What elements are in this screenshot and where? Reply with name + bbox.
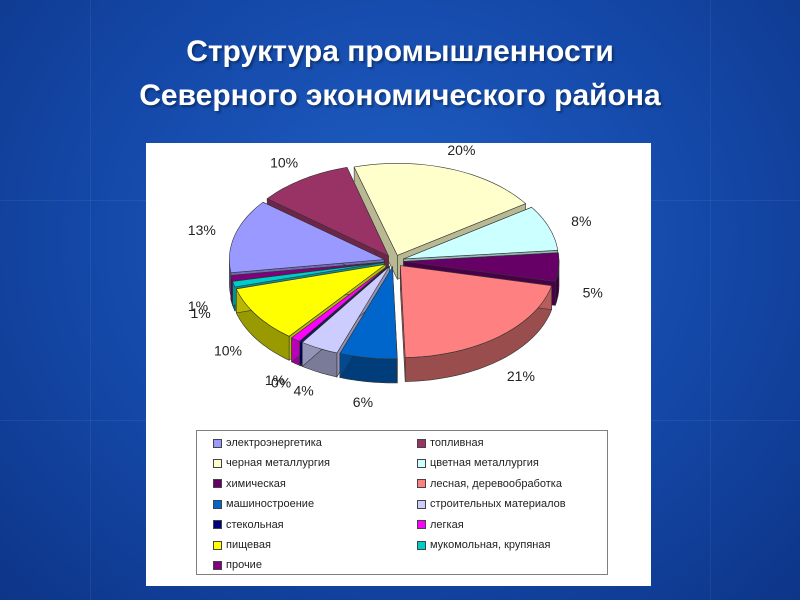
pie-data-label: 1% bbox=[188, 298, 208, 314]
pie-data-label: 4% bbox=[293, 382, 313, 398]
slide-title-line-1: Структура промышленности bbox=[186, 35, 614, 68]
pie-data-label: 21% bbox=[507, 368, 535, 384]
pie-slice-top bbox=[291, 265, 389, 342]
legend-swatch bbox=[213, 540, 222, 550]
legend-swatch bbox=[213, 560, 222, 570]
legend-label: химическая bbox=[226, 477, 286, 490]
pie-slice-top bbox=[301, 266, 390, 354]
legend-swatch bbox=[417, 438, 426, 448]
legend-label: прочие bbox=[226, 559, 262, 572]
legend-label: электроэнергетика bbox=[226, 437, 322, 449]
pie-chart: 20%8%5%21%6%4%0%1%10%1%1%13%10% bbox=[188, 143, 603, 410]
pie-slice-top bbox=[230, 261, 385, 282]
pie-data-label: 0% bbox=[271, 374, 291, 390]
pie-slice-3 bbox=[400, 265, 553, 382]
pie-data-label: 10% bbox=[214, 342, 242, 358]
pie-slice-top bbox=[232, 262, 385, 288]
slide-title-line-2: Северного экономического района bbox=[139, 79, 661, 112]
legend-item: мукомольная, крупяная bbox=[417, 536, 550, 554]
legend-item: лесная, деревообработка bbox=[417, 475, 562, 493]
legend-item: черная металлургия bbox=[213, 454, 330, 472]
pie-slice-top bbox=[299, 265, 389, 343]
legend-swatch bbox=[417, 540, 426, 550]
legend-item: топливная bbox=[417, 434, 484, 452]
pie-data-label: 6% bbox=[353, 394, 373, 410]
legend-label: стекольная bbox=[226, 518, 284, 531]
legend-item: стекольная bbox=[213, 516, 284, 534]
background-line bbox=[710, 0, 711, 600]
legend-swatch bbox=[213, 499, 222, 509]
pie-slice-top bbox=[229, 201, 386, 274]
pie-slice-top bbox=[266, 166, 390, 257]
pie-slice-top bbox=[400, 265, 553, 358]
legend-swatch bbox=[417, 479, 426, 489]
legend-swatch bbox=[213, 479, 222, 489]
legend-swatch bbox=[213, 520, 222, 530]
pie-slice-top bbox=[353, 163, 527, 256]
pie-slice-top bbox=[339, 265, 398, 360]
legend-item: пищевая bbox=[213, 536, 271, 554]
pie-data-label: 8% bbox=[571, 213, 591, 229]
legend-label: пищевая bbox=[226, 539, 271, 551]
pie-data-label: 1% bbox=[265, 372, 285, 388]
legend-item: строительных материалов bbox=[417, 495, 566, 513]
pie-data-label: 13% bbox=[188, 222, 216, 238]
legend-label: мукомольная, крупяная bbox=[430, 539, 551, 551]
legend-item: химическая bbox=[213, 475, 286, 493]
legend-swatch bbox=[417, 499, 426, 509]
legend-label: топливная bbox=[430, 437, 484, 449]
legend-swatch bbox=[417, 520, 426, 530]
legend-swatch bbox=[417, 458, 426, 468]
legend-label: легкая bbox=[430, 518, 464, 531]
pie-data-label: 20% bbox=[447, 143, 475, 158]
pie-data-label: 10% bbox=[270, 154, 298, 170]
legend-label: строительных материалов bbox=[430, 498, 566, 511]
pie-slice-top bbox=[403, 252, 560, 282]
legend-swatch bbox=[213, 458, 222, 468]
pie-data-label: 1% bbox=[190, 305, 210, 321]
legend-label: цветная металлургия bbox=[430, 457, 539, 470]
pie-slice-top bbox=[403, 206, 559, 260]
legend-label: лесная, деревообработка bbox=[430, 477, 562, 490]
legend-item: электроэнергетика bbox=[213, 434, 322, 452]
legend-label: машиностроение bbox=[226, 498, 315, 511]
legend-label: черная металлургия bbox=[226, 457, 330, 470]
legend-item: цветная металлургия bbox=[417, 454, 539, 472]
legend-item: прочие bbox=[213, 556, 262, 574]
legend-item: машиностроение bbox=[213, 495, 314, 513]
chart-legend: электроэнергетика топливная черная металлу… bbox=[196, 430, 608, 575]
legend-item: легкая bbox=[417, 516, 464, 534]
pie-slice-top bbox=[235, 264, 386, 337]
slide-title: Структура промышленности Северного эконо… bbox=[0, 30, 800, 118]
pie-slice-4 bbox=[339, 265, 398, 384]
pie-data-label: 5% bbox=[583, 284, 603, 300]
background-line bbox=[90, 0, 91, 600]
legend-swatch bbox=[213, 438, 222, 448]
chart-card: 20% 8% 5% 21% 6% 4% 0% 1% 10% 1% 1% 13% 10% электроэ… bbox=[146, 143, 651, 586]
